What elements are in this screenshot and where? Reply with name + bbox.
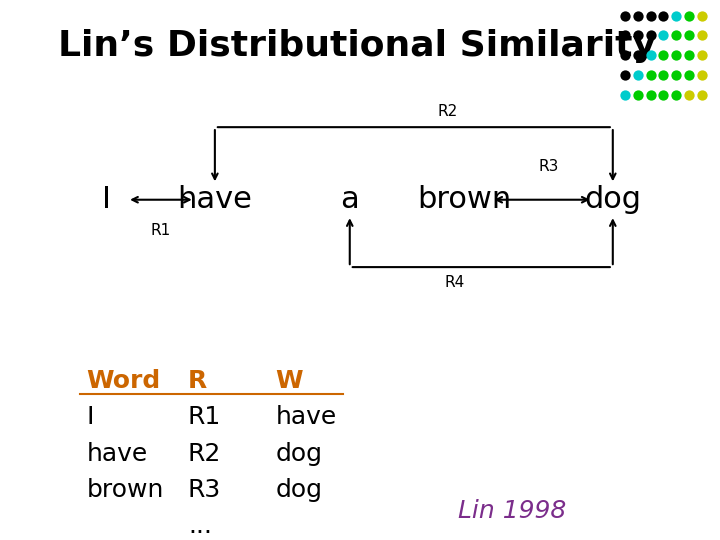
Text: R3: R3	[188, 478, 221, 502]
Text: R2: R2	[438, 104, 458, 119]
Text: have: have	[177, 185, 252, 214]
Point	[645, 70, 657, 78]
Text: Word: Word	[86, 369, 161, 393]
Point	[670, 52, 682, 60]
Text: brown: brown	[86, 478, 164, 502]
Text: R: R	[188, 369, 207, 393]
Point	[657, 105, 669, 114]
Text: Lin’s Distributional Similarity: Lin’s Distributional Similarity	[58, 29, 655, 63]
Text: R3: R3	[539, 159, 559, 173]
Point	[619, 52, 631, 60]
Point	[632, 87, 644, 96]
Text: have: have	[276, 406, 337, 429]
Text: ...: ...	[188, 514, 212, 538]
Point	[645, 87, 657, 96]
Point	[645, 52, 657, 60]
Point	[657, 87, 669, 96]
Text: Lin 1998: Lin 1998	[457, 499, 566, 523]
Point	[696, 34, 708, 43]
Point	[632, 34, 644, 43]
Text: I: I	[102, 185, 112, 214]
Text: R4: R4	[444, 275, 464, 290]
Text: have: have	[86, 442, 148, 465]
Point	[696, 87, 708, 96]
Point	[696, 105, 708, 114]
Text: R1: R1	[188, 406, 221, 429]
Point	[696, 70, 708, 78]
Point	[657, 70, 669, 78]
Text: a: a	[341, 185, 359, 214]
Text: W: W	[276, 369, 303, 393]
Point	[632, 70, 644, 78]
Point	[632, 105, 644, 114]
Point	[670, 34, 682, 43]
Point	[619, 70, 631, 78]
Point	[619, 34, 631, 43]
Point	[657, 34, 669, 43]
Text: R1: R1	[150, 224, 171, 238]
Point	[670, 105, 682, 114]
Point	[683, 105, 695, 114]
Point	[670, 70, 682, 78]
Point	[619, 87, 631, 96]
Point	[645, 34, 657, 43]
Text: brown: brown	[418, 185, 511, 214]
Point	[670, 87, 682, 96]
Point	[657, 52, 669, 60]
Point	[683, 52, 695, 60]
Text: dog: dog	[276, 442, 323, 465]
Point	[619, 105, 631, 114]
Text: dog: dog	[585, 185, 642, 214]
Text: dog: dog	[276, 478, 323, 502]
Point	[683, 70, 695, 78]
Text: I: I	[86, 406, 94, 429]
Point	[683, 87, 695, 96]
Point	[645, 105, 657, 114]
Point	[696, 52, 708, 60]
Point	[683, 34, 695, 43]
Point	[632, 52, 644, 60]
Text: R2: R2	[188, 442, 221, 465]
